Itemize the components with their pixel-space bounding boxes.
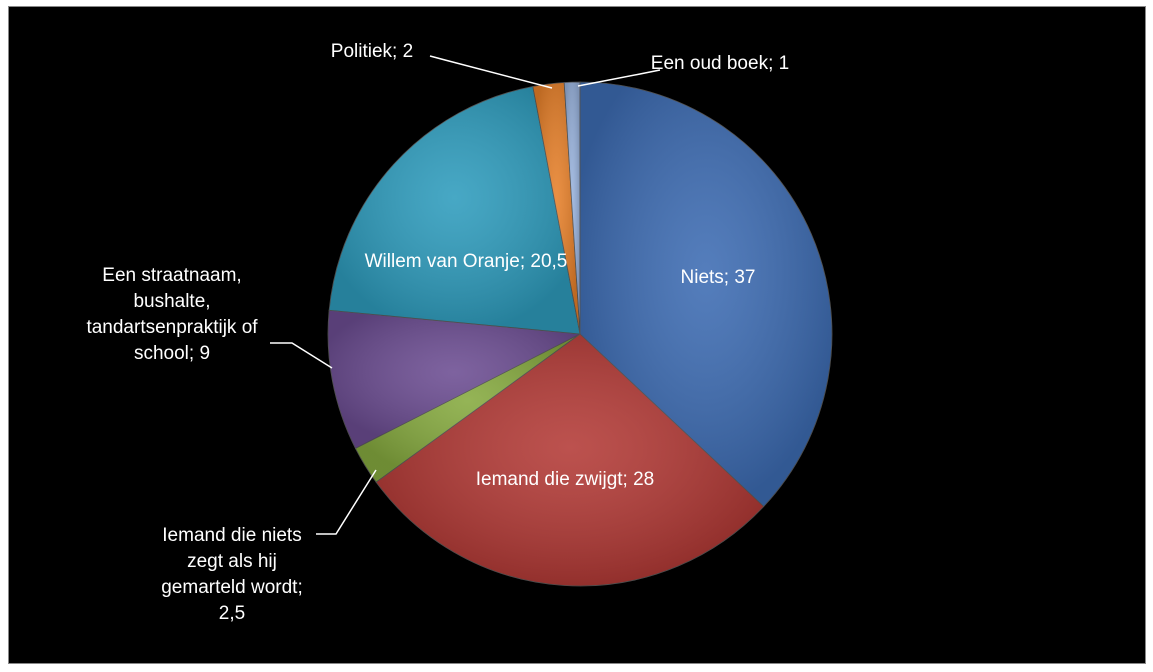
data-label: Iemand die zwijgt; 28 [455,467,675,493]
value-label: 1 [778,53,790,74]
category-label: Politiek; [330,41,398,62]
data-label: Niets; 37 [618,265,818,291]
data-label: Een oud boek; 1 [620,51,820,77]
leader-line [577,69,661,87]
data-label: Iemand die niets zegt als hij gemarteld … [150,523,315,627]
leader-line [429,55,553,89]
category-label: Willem van Oranje; [364,251,526,272]
category-label: Een straatnaam, bushalte, tandartsenprak… [86,265,258,364]
value-label: 20,5 [530,251,568,272]
leader-line [316,469,377,535]
value-label: 28 [633,469,655,490]
value-label: 9 [199,343,211,364]
value-label: 2 [402,41,414,62]
leader-line [270,342,333,369]
category-label: Een oud boek; [650,53,774,74]
data-label: Willem van Oranje; 20,5 [346,249,586,275]
data-label: Politiek; 2 [272,39,472,65]
value-label: 2,5 [218,603,246,624]
category-label: Niets; [680,267,730,288]
category-label: Iemand die zwijgt; [475,469,628,490]
data-label: Een straatnaam, bushalte, tandartsenprak… [77,263,267,367]
value-label: 37 [734,267,756,288]
category-label: Iemand die niets zegt als hij gemarteld … [161,525,303,598]
